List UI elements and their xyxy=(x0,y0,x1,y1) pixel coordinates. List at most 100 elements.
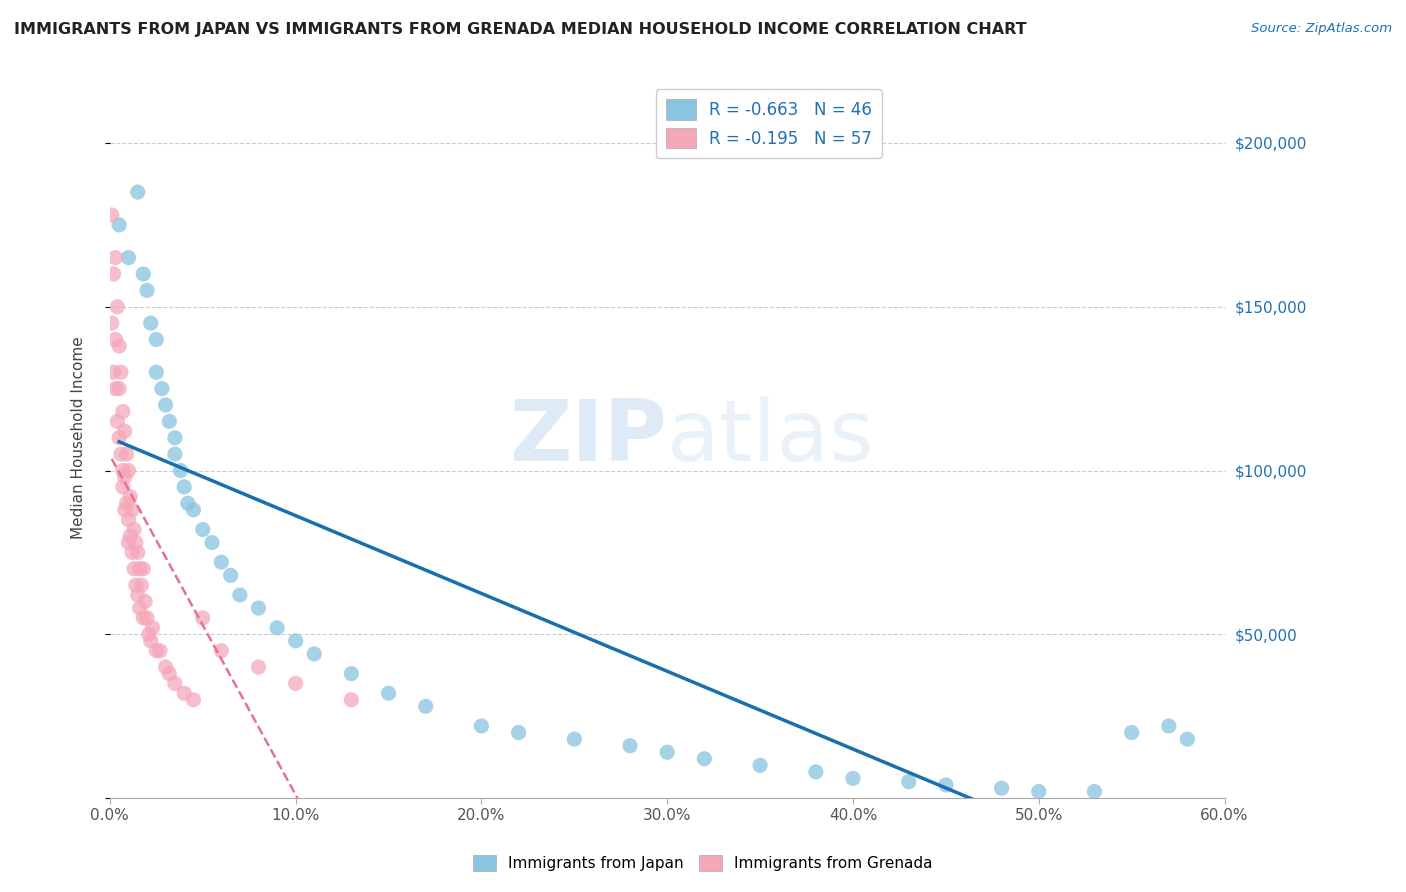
Point xyxy=(121,503,143,517)
Point xyxy=(104,382,127,396)
Point xyxy=(1028,784,1050,798)
Point xyxy=(128,562,150,576)
Point xyxy=(191,611,214,625)
Point xyxy=(173,480,195,494)
Point xyxy=(897,774,920,789)
Point xyxy=(117,513,139,527)
Point xyxy=(105,414,128,428)
Point xyxy=(110,365,132,379)
Point xyxy=(108,339,131,353)
Point xyxy=(108,382,131,396)
Point xyxy=(191,523,214,537)
Point xyxy=(125,535,148,549)
Point xyxy=(183,503,205,517)
Point xyxy=(122,523,145,537)
Point xyxy=(1083,784,1105,798)
Point xyxy=(169,463,191,477)
Point xyxy=(340,693,363,707)
Point xyxy=(132,562,155,576)
Point xyxy=(122,562,145,576)
Point xyxy=(157,414,180,428)
Legend: Immigrants from Japan, Immigrants from Grenada: Immigrants from Japan, Immigrants from G… xyxy=(467,849,939,877)
Point xyxy=(163,431,186,445)
Point xyxy=(470,719,492,733)
Point xyxy=(120,490,142,504)
Point xyxy=(247,601,270,615)
Point xyxy=(120,529,142,543)
Point xyxy=(117,463,139,477)
Point xyxy=(111,463,134,477)
Point xyxy=(693,752,716,766)
Point xyxy=(842,772,865,786)
Point xyxy=(149,643,172,657)
Text: ZIP: ZIP xyxy=(509,396,668,479)
Point xyxy=(155,398,177,412)
Point xyxy=(150,382,173,396)
Point xyxy=(134,594,156,608)
Point xyxy=(990,781,1012,796)
Point xyxy=(136,611,159,625)
Point xyxy=(209,643,232,657)
Point xyxy=(131,578,153,592)
Point xyxy=(139,633,162,648)
Point xyxy=(508,725,530,739)
Point xyxy=(114,470,136,484)
Point xyxy=(749,758,772,772)
Point xyxy=(138,627,160,641)
Point xyxy=(115,447,138,461)
Point xyxy=(201,535,224,549)
Point xyxy=(145,365,167,379)
Point xyxy=(804,764,827,779)
Point xyxy=(1121,725,1143,739)
Point xyxy=(302,647,325,661)
Point xyxy=(266,621,288,635)
Point xyxy=(163,447,186,461)
Point xyxy=(657,745,679,759)
Point xyxy=(139,316,162,330)
Point xyxy=(114,503,136,517)
Point xyxy=(619,739,641,753)
Text: atlas: atlas xyxy=(668,396,875,479)
Point xyxy=(108,218,131,232)
Legend: R = -0.663   N = 46, R = -0.195   N = 57: R = -0.663 N = 46, R = -0.195 N = 57 xyxy=(655,89,882,159)
Point xyxy=(117,535,139,549)
Point xyxy=(115,496,138,510)
Point xyxy=(121,545,143,559)
Point xyxy=(415,699,437,714)
Point xyxy=(183,693,205,707)
Point xyxy=(117,251,139,265)
Point xyxy=(103,365,125,379)
Point xyxy=(127,588,149,602)
Point xyxy=(104,251,127,265)
Point xyxy=(145,643,167,657)
Point xyxy=(562,732,585,747)
Y-axis label: Median Household Income: Median Household Income xyxy=(72,336,86,539)
Point xyxy=(111,404,134,418)
Point xyxy=(377,686,399,700)
Point xyxy=(340,666,363,681)
Point xyxy=(284,676,307,690)
Text: Source: ZipAtlas.com: Source: ZipAtlas.com xyxy=(1251,22,1392,36)
Point xyxy=(173,686,195,700)
Point xyxy=(157,666,180,681)
Point xyxy=(125,578,148,592)
Point xyxy=(108,431,131,445)
Point xyxy=(104,333,127,347)
Point xyxy=(128,601,150,615)
Point xyxy=(145,333,167,347)
Point xyxy=(247,660,270,674)
Point xyxy=(1177,732,1199,747)
Point xyxy=(103,267,125,281)
Point xyxy=(177,496,200,510)
Point xyxy=(132,267,155,281)
Point xyxy=(110,447,132,461)
Point xyxy=(127,185,149,199)
Point xyxy=(935,778,957,792)
Point xyxy=(100,316,122,330)
Point xyxy=(229,588,252,602)
Point xyxy=(155,660,177,674)
Point xyxy=(163,676,186,690)
Point xyxy=(142,621,165,635)
Point xyxy=(136,284,159,298)
Point xyxy=(100,208,122,222)
